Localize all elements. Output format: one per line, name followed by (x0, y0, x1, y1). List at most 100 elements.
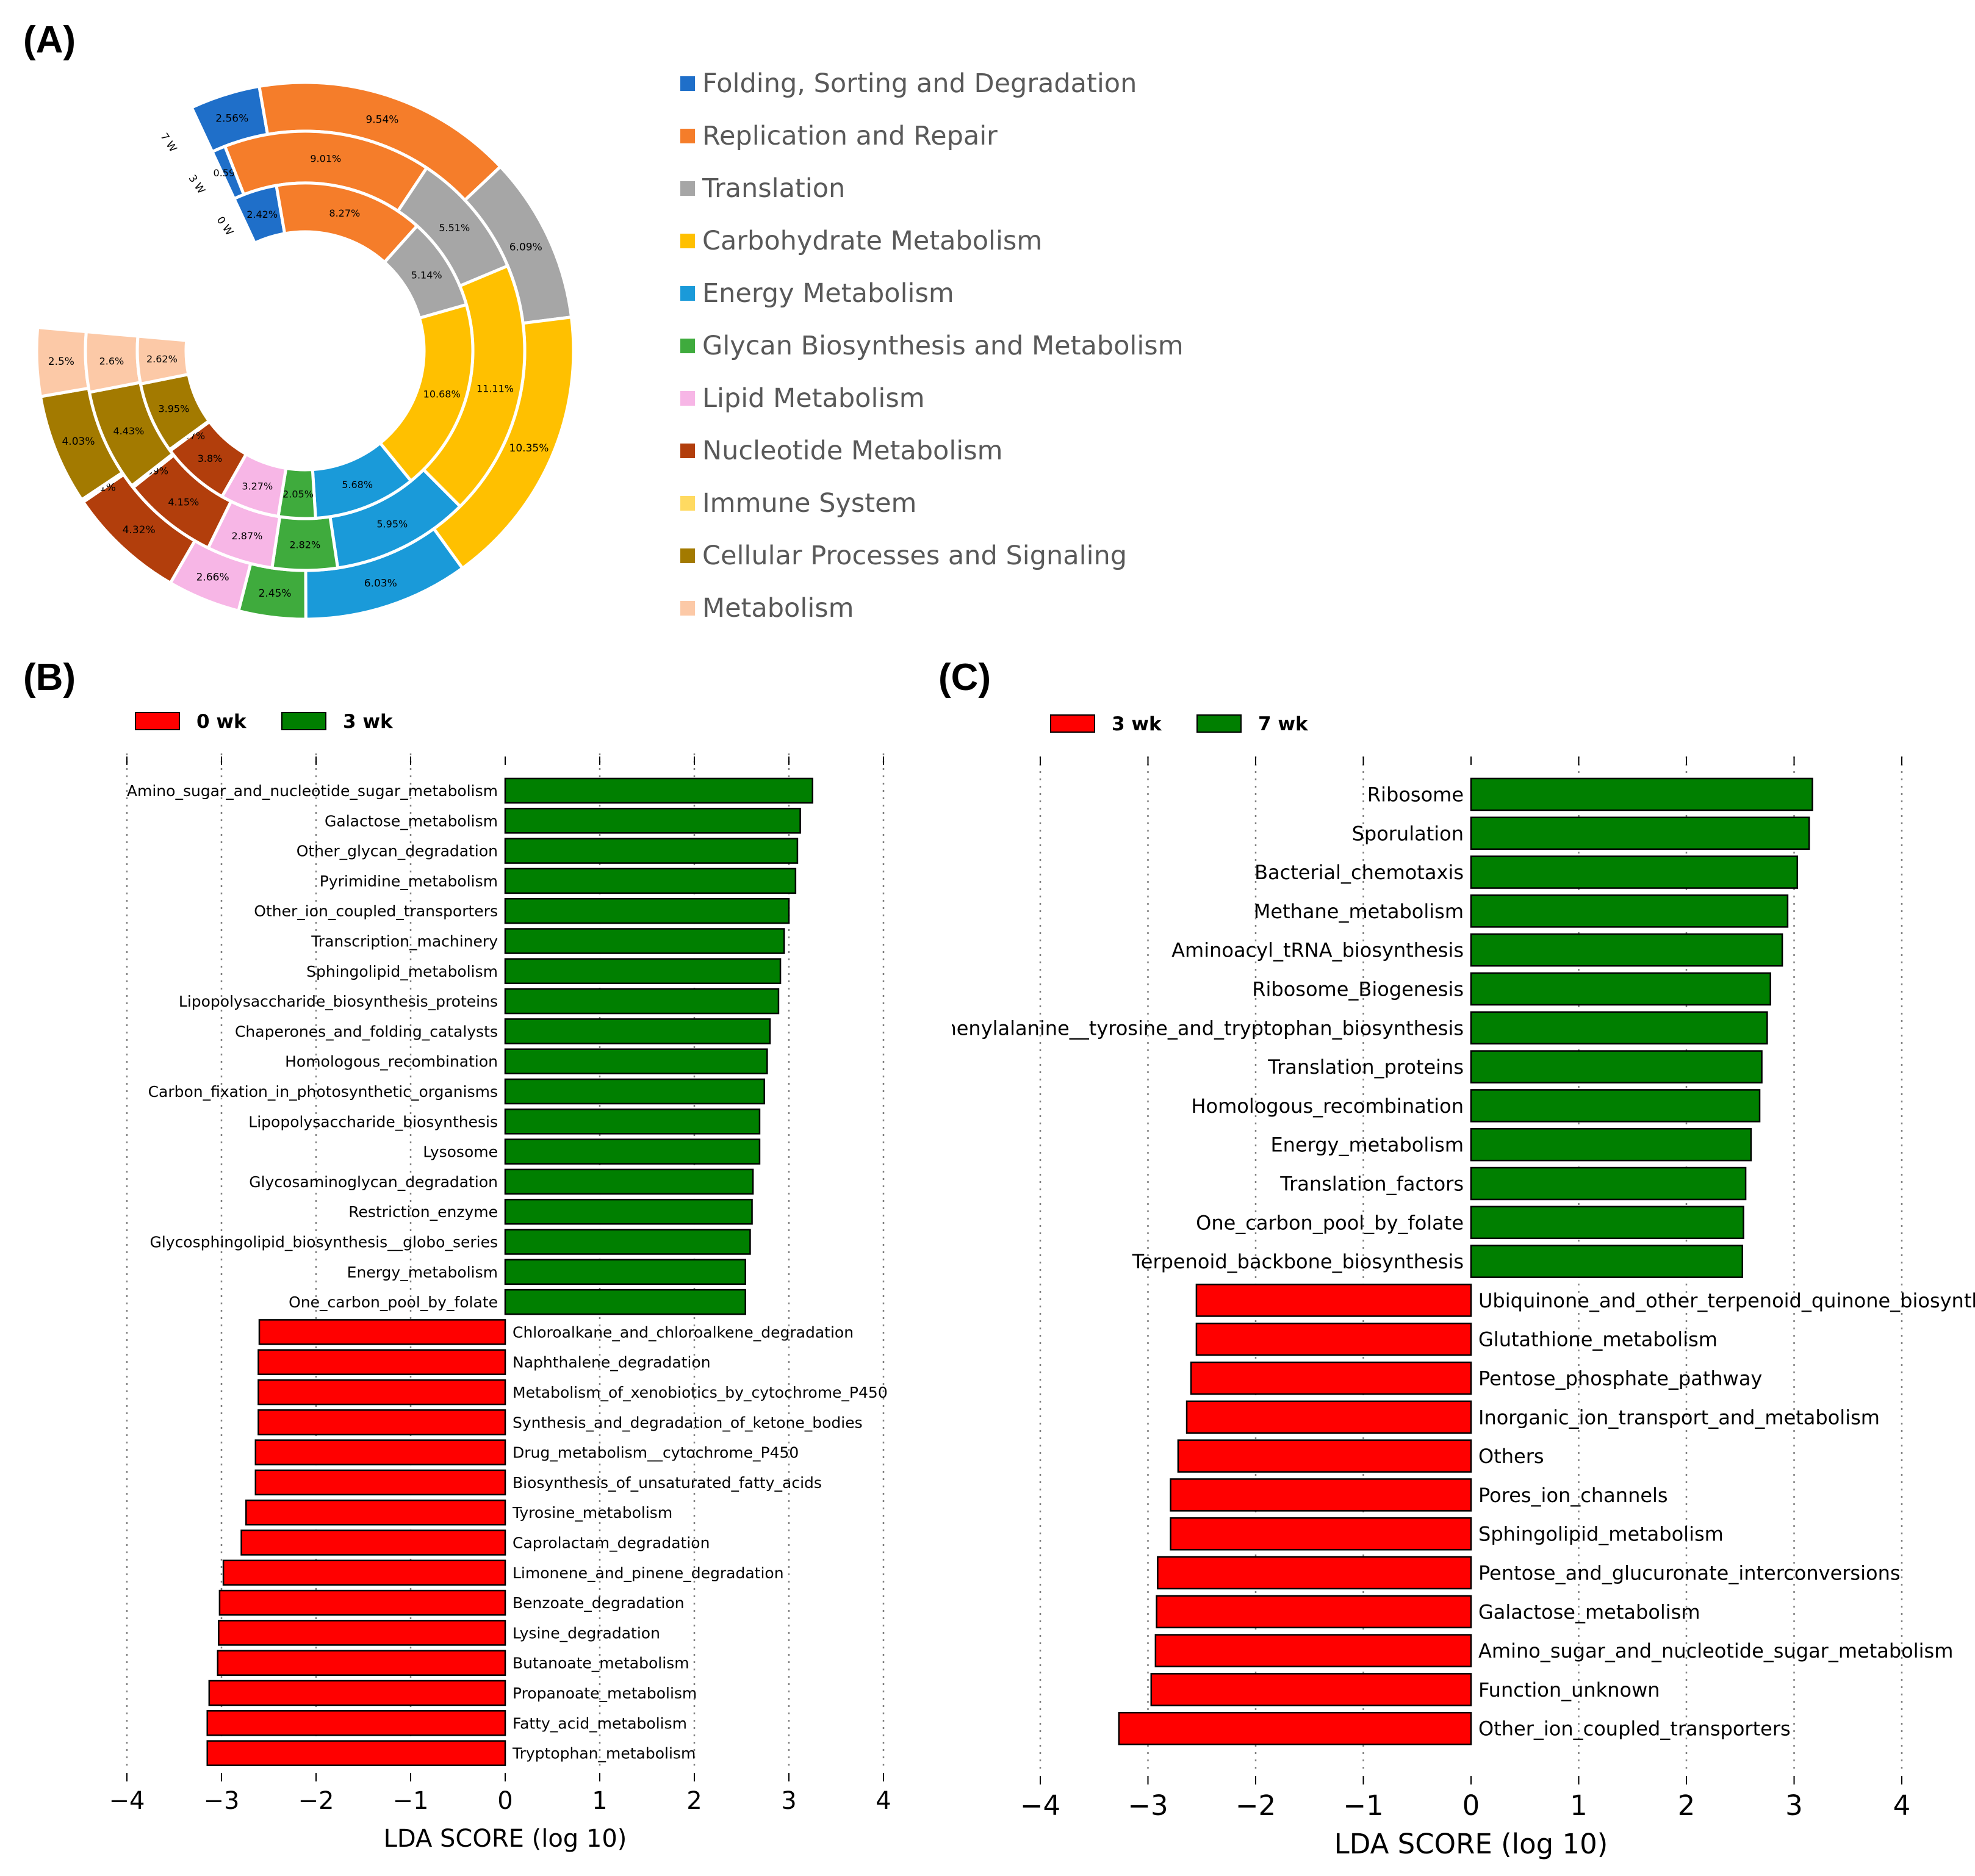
bar (1470, 1089, 1761, 1123)
bar (1170, 1478, 1472, 1512)
bar-label: Carbon_fixation_in_photosynthetic_organi… (148, 1083, 498, 1101)
bar-label: Other_ion_coupled_transporters (254, 902, 498, 920)
bar-label: Synthesis_and_degradation_of_ketone_bodi… (513, 1414, 863, 1431)
legend-swatch (680, 391, 695, 406)
bar (1470, 972, 1771, 1006)
bar-label: Others (1478, 1445, 1544, 1468)
bar (1470, 894, 1789, 928)
bar-label: Translation_factors (1279, 1173, 1464, 1196)
bar (1156, 1595, 1472, 1629)
slice-label: 2.6% (99, 355, 124, 367)
bar (1470, 816, 1810, 850)
legend-swatch (680, 496, 695, 511)
tick-label: −1 (1343, 1789, 1383, 1822)
bar-label: Biosynthesis_of_unsaturated_fatty_acids (513, 1474, 822, 1492)
legend-label: Lipid Metabolism (702, 383, 925, 414)
slice-label: 2.66% (196, 571, 229, 583)
bar (254, 1469, 506, 1496)
tick-label: 3 (781, 1787, 796, 1815)
slice-label: 2.56% (215, 112, 248, 124)
legend-swatch (1050, 714, 1095, 733)
slice-label: 3.95% (158, 403, 189, 415)
bar (1470, 1166, 1747, 1201)
bar (1118, 1711, 1472, 1745)
legend-label: Cellular Processes and Signaling (702, 541, 1127, 571)
legend-swatch (680, 548, 695, 563)
bar-label: Lysine_degradation (513, 1624, 660, 1642)
bar-label: Function_unknown (1478, 1678, 1660, 1702)
slice-label: 10.68% (423, 388, 461, 400)
slice-label: 4.15% (168, 496, 199, 508)
bar (504, 988, 780, 1015)
legend-label: Energy Metabolism (702, 278, 954, 309)
tick-label: −4 (1020, 1789, 1060, 1822)
legend-label: Folding, Sorting and Degradation (702, 68, 1137, 99)
bar-label: Glutathione_metabolism (1478, 1328, 1718, 1351)
bar (1177, 1439, 1472, 1473)
bar (504, 1259, 746, 1285)
bar (257, 1379, 506, 1406)
bar-label: Homologous_recombination (1191, 1094, 1464, 1118)
donut-slice (135, 334, 190, 386)
tick-label: 3 (1785, 1789, 1803, 1822)
bar (1470, 933, 1783, 967)
bar-label: Sporulation (1352, 822, 1464, 845)
bar (208, 1680, 506, 1706)
ring-label: 7 W (157, 131, 179, 155)
legend-label: 0 wk (196, 711, 247, 733)
bar-label: Other_glycan_degradation (297, 843, 498, 860)
bar-label: Benzoate_degradation (513, 1594, 685, 1612)
legend-swatch (680, 181, 695, 196)
bar (240, 1529, 506, 1556)
bar-label: Pores_ion_channels (1478, 1484, 1668, 1507)
slice-label: 5.51% (439, 222, 470, 234)
legend-label: Replication and Repair (702, 121, 998, 151)
bar (504, 1138, 761, 1165)
tick-label: −2 (298, 1787, 334, 1815)
legend-swatch (135, 712, 180, 730)
bar-label: Galactose_metabolism (1478, 1600, 1700, 1623)
bar-label: Galactose_metabolism (325, 812, 498, 830)
tick-label: 0 (497, 1787, 513, 1815)
bar (1470, 1011, 1768, 1045)
bar (504, 868, 797, 894)
ring-label: 0 W (214, 214, 236, 238)
bar-label: Other_ion_coupled_transporters (1478, 1717, 1791, 1741)
bar (258, 1319, 506, 1345)
tick-label: 2 (1678, 1789, 1696, 1822)
bar (504, 958, 782, 985)
slice-label: 5.95% (376, 519, 408, 530)
bar-label: Fatty_acid_metabolism (513, 1714, 687, 1732)
slice-label: 2.5% (48, 356, 74, 368)
bar-label: Inorganic_ion_transport_and_metabolism (1478, 1406, 1880, 1429)
bar-label: Caprolactam_degradation (513, 1534, 710, 1552)
slice-label: 3.27% (242, 481, 273, 492)
panel-label-b: (B) (23, 656, 76, 699)
slice-label: 4.32% (123, 524, 156, 536)
slice-label: 2.05% (282, 489, 314, 500)
bar-label: Translation_proteins (1267, 1055, 1464, 1079)
bar (504, 1229, 751, 1255)
bar-label: Tryptophan_metabolism (512, 1745, 696, 1763)
bar-label: Sphingolipid_metabolism (1478, 1523, 1724, 1546)
bar-label: Amino_sugar_and_nucleotide_sugar_metabol… (127, 782, 498, 800)
bar (504, 928, 785, 954)
bar (504, 897, 790, 924)
bar-label: Transcription_machinery (311, 933, 498, 951)
slice-label: 11.11% (477, 383, 514, 395)
x-axis-label: LDA SCORE (log 10) (1334, 1828, 1608, 1860)
bar-label: Pyrimidine_metabolism (320, 872, 498, 890)
bar-label: Lipopolysaccharide_biosynthesis_proteins (179, 993, 498, 1010)
slice-label: 8.27% (329, 207, 360, 219)
bar (504, 777, 813, 804)
bar-label: Butanoate_metabolism (513, 1655, 689, 1672)
bar-label: Amino_sugar_and_nucleotide_sugar_metabol… (1478, 1639, 1953, 1662)
bar (504, 1288, 746, 1315)
bar-label: Energy_metabolism (1270, 1134, 1464, 1157)
bar-label: Drug_metabolism__cytochrome_P450 (513, 1444, 799, 1462)
bar-label: Energy_metabolism (347, 1263, 498, 1281)
bar (504, 808, 801, 834)
legend-label: 3 wk (1112, 713, 1162, 735)
ring-label: 3 W (186, 173, 207, 196)
slice-label: 6.03% (364, 577, 397, 589)
